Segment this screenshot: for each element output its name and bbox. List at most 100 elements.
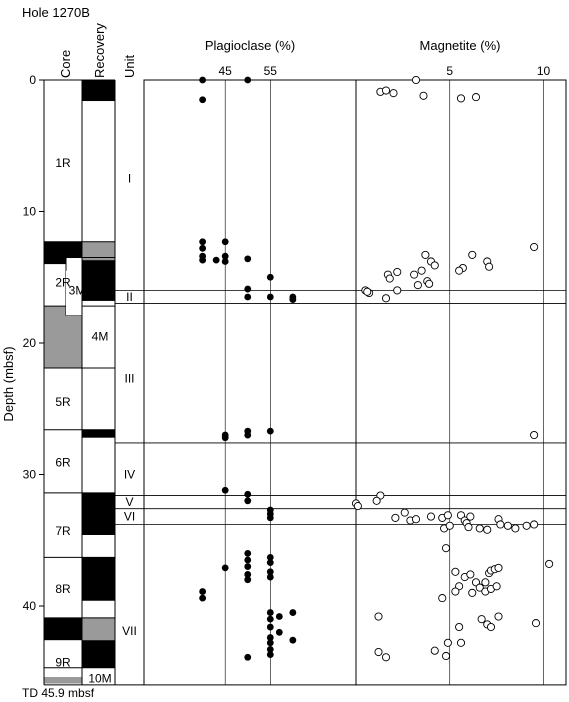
recovery-fill bbox=[82, 260, 115, 301]
magnetite-point bbox=[421, 250, 430, 259]
core-label: 9R bbox=[55, 656, 71, 670]
core-column-header: Core bbox=[58, 50, 73, 78]
magnetite-point bbox=[468, 250, 477, 259]
core-fill bbox=[44, 677, 82, 684]
plagioclase-point bbox=[244, 293, 252, 301]
plagioclase-point bbox=[244, 556, 252, 564]
plagioclase-point bbox=[266, 273, 274, 281]
recovery-fill bbox=[82, 241, 115, 261]
recovery-column-header: Recovery bbox=[92, 23, 107, 78]
plagioclase-point bbox=[199, 238, 207, 246]
plagioclase-point bbox=[275, 628, 283, 636]
magnetite-point bbox=[496, 520, 505, 529]
core-label: 10M bbox=[88, 671, 111, 685]
plagioclase-tick-label: 55 bbox=[264, 64, 278, 78]
magnetite-point bbox=[410, 270, 419, 279]
magnetite-point bbox=[413, 281, 422, 290]
plagioclase-point bbox=[212, 256, 220, 264]
unit-label: IV bbox=[124, 468, 135, 482]
magnetite-point bbox=[486, 622, 496, 632]
plagioclase-point bbox=[199, 256, 207, 264]
plagioclase-point bbox=[266, 514, 274, 522]
magnetite-point bbox=[372, 496, 381, 505]
depth-tick-label: 0 bbox=[29, 73, 36, 87]
magnetite-point bbox=[466, 512, 475, 521]
magnetite-point bbox=[456, 94, 466, 103]
plagioclase-point bbox=[244, 550, 252, 557]
magnetite-point bbox=[381, 86, 391, 95]
recovery-fill bbox=[82, 492, 115, 535]
core-label: 4M bbox=[92, 329, 109, 343]
plagioclase-point bbox=[266, 553, 274, 561]
plagioclase-point bbox=[244, 255, 252, 263]
plagioclase-point bbox=[244, 431, 252, 439]
plagioclase-point bbox=[266, 559, 274, 567]
plagioclase-point bbox=[221, 434, 229, 442]
magnetite-point bbox=[443, 638, 452, 647]
plagioclase-point bbox=[199, 588, 207, 595]
magnetite-point bbox=[477, 615, 486, 624]
magnetite-point bbox=[475, 524, 484, 533]
magnetite-point bbox=[426, 512, 436, 521]
plagioclase-point bbox=[244, 76, 252, 84]
plagioclase-point bbox=[266, 568, 274, 576]
magnetite-point bbox=[530, 430, 539, 440]
magnetite-point bbox=[522, 521, 531, 530]
core-label: 6R bbox=[55, 456, 71, 470]
plagioclase-point bbox=[266, 427, 274, 435]
magnetite-point bbox=[443, 511, 452, 520]
magnetite-point bbox=[483, 525, 492, 534]
magnetite-point bbox=[400, 508, 409, 517]
plagioclase-point bbox=[244, 497, 252, 505]
unit-label: III bbox=[124, 372, 134, 386]
magnetite-point bbox=[385, 274, 394, 283]
magnetite-point bbox=[441, 544, 451, 553]
magnetite-point bbox=[494, 563, 503, 572]
plagioclase-point bbox=[266, 623, 274, 631]
magnetite-point bbox=[475, 583, 484, 592]
magnetite-point bbox=[464, 523, 473, 532]
magnetite-point bbox=[471, 93, 481, 102]
depth-tick-label: 40 bbox=[23, 599, 37, 613]
plagioclase-point bbox=[244, 285, 252, 293]
plagioclase-point bbox=[221, 486, 229, 494]
plagioclase-point bbox=[289, 609, 297, 616]
magnetite-point bbox=[389, 89, 398, 98]
magnetite-point bbox=[430, 646, 439, 655]
recovery-fill bbox=[82, 80, 115, 102]
magnetite-point bbox=[381, 653, 391, 662]
magnetite-point bbox=[363, 287, 372, 296]
plagioclase-point bbox=[244, 653, 252, 661]
plagioclase-axis-title: Plagioclase (%) bbox=[205, 38, 295, 53]
magnetite-point bbox=[530, 242, 539, 252]
plagioclase-point bbox=[199, 96, 207, 104]
total-depth-note: TD 45.9 mbsf bbox=[22, 686, 95, 700]
plagioclase-point bbox=[266, 573, 274, 581]
depth-tick-label: 30 bbox=[23, 468, 37, 482]
magnetite-point bbox=[353, 502, 362, 511]
depth-axis-label: Depth (mbsf) bbox=[1, 346, 16, 421]
magnetite-tick-label: 5 bbox=[446, 64, 453, 78]
magnetite-point bbox=[468, 588, 477, 597]
magnetite-point bbox=[441, 651, 451, 661]
magnetite-point bbox=[485, 262, 494, 271]
magnetite-point bbox=[455, 622, 464, 632]
core-label: 1R bbox=[55, 156, 71, 170]
magnetite-point bbox=[531, 619, 541, 628]
unit-label: II bbox=[126, 290, 133, 304]
magnetite-axis-title: Magnetite (%) bbox=[420, 38, 501, 53]
recovery-fill bbox=[82, 557, 115, 601]
core-label: 8R bbox=[55, 582, 71, 596]
plagioclase-point bbox=[244, 571, 252, 578]
plagioclase-point bbox=[221, 252, 229, 260]
core-fill bbox=[44, 306, 82, 368]
plagioclase-point bbox=[289, 296, 297, 304]
recovery-fill bbox=[82, 640, 115, 668]
core-label: 2R bbox=[55, 276, 71, 290]
unit-label: V bbox=[125, 495, 133, 509]
magnetite-point bbox=[494, 612, 503, 621]
depth-tick-label: 10 bbox=[23, 205, 37, 219]
plagioclase-frame bbox=[143, 79, 357, 686]
magnetite-point bbox=[417, 266, 426, 275]
